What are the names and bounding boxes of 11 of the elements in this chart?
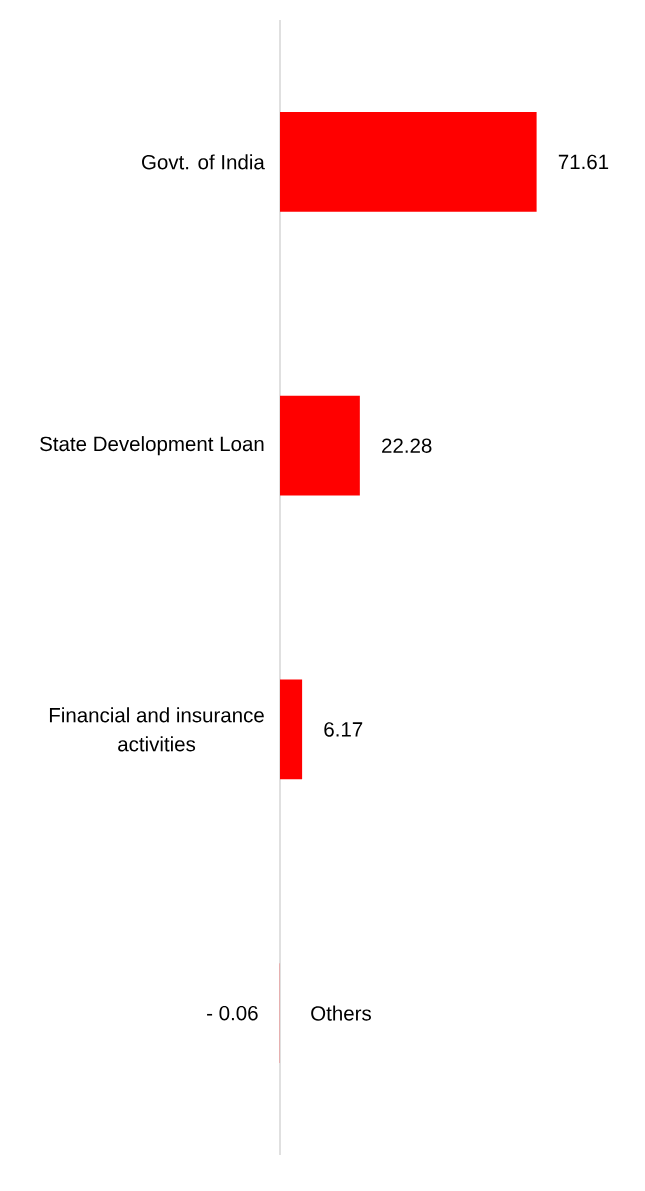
data-label: - 0.06 <box>207 1005 258 1021</box>
bar <box>280 395 360 496</box>
data-label: 71.61 <box>558 154 609 170</box>
y-tick-label: Govt. of India <box>142 154 265 170</box>
data-label: 22.28 <box>382 438 432 453</box>
bar <box>280 679 303 780</box>
bar <box>280 111 537 212</box>
y-tick-label: State Development Loan <box>40 436 264 456</box>
y-tick-label: Financial and insurance activities <box>49 707 264 752</box>
y-tick-label: Others <box>311 1005 371 1021</box>
data-label: 6.17 <box>324 722 363 737</box>
